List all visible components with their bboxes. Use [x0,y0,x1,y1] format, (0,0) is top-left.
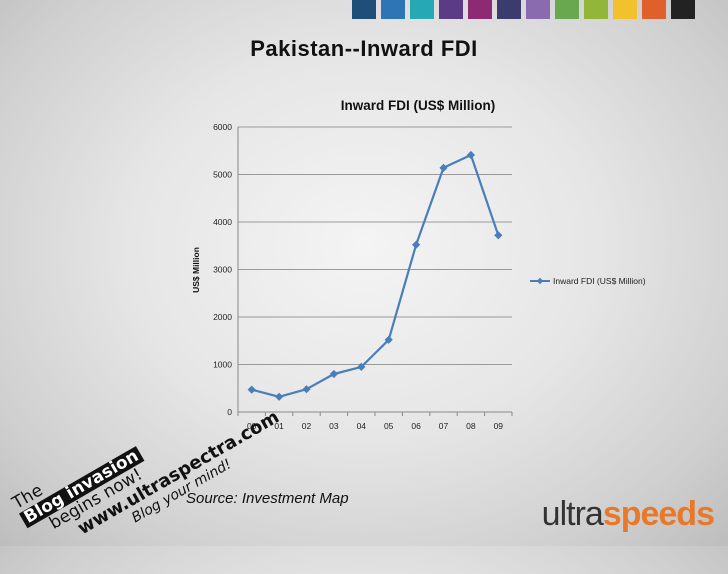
x-tick-label-01: 01 [274,421,284,431]
x-tick-label-07: 07 [439,421,449,431]
y-tick-label-1000: 1000 [213,360,232,370]
y-tick-label-2000: 2000 [213,312,232,322]
x-tick-label-08: 08 [466,421,476,431]
data-point-09 [494,231,503,240]
swatch-11 [671,0,695,19]
swatch-3 [439,0,463,19]
data-point-07 [439,163,448,172]
swatch-1 [381,0,405,19]
legend-marker-0 [536,277,544,285]
series-line-0 [251,153,500,398]
brand-logo-part-1: ultra [541,495,604,533]
swatch-0 [352,0,376,19]
x-tick-label-05: 05 [384,421,394,431]
swatch-4 [468,0,492,19]
y-tick-label-3000: 3000 [213,265,232,275]
y-tick-label-5000: 5000 [213,170,232,180]
fdi-line-chart: Inward FDI (US$ Million)0100020003000400… [191,98,646,431]
x-tick-label-09: 09 [494,421,504,431]
y-tick-label-4000: 4000 [213,217,232,227]
swatch-2 [410,0,434,19]
data-point-02 [302,385,311,394]
data-point-04 [357,362,366,371]
source-note: Source: Investment Map [186,490,349,507]
swatch-7 [555,0,579,19]
data-point-05 [384,335,393,344]
x-tick-label-03: 03 [329,421,339,431]
swatch-5 [497,0,521,19]
data-point-00 [247,385,256,394]
brand-logo: ultraspeeds [541,495,715,534]
data-point-03 [329,369,339,379]
y-axis-title: US$ Million [191,247,201,293]
y-tick-label-6000: 6000 [213,122,232,132]
x-tick-label-00: 00 [247,421,257,431]
chart-title: Inward FDI (US$ Million) [341,98,496,113]
data-point-06 [411,240,421,249]
swatch-6 [526,0,550,19]
swatch-9 [613,0,637,19]
y-tick-label-0: 0 [227,407,232,417]
slide-title: Pakistan--Inward FDI [250,36,478,61]
legend-label-0: Inward FDI (US$ Million) [553,276,646,286]
x-tick-label-06: 06 [411,421,421,431]
color-swatch-bar [352,0,695,19]
data-point-08 [466,150,476,160]
swatch-8 [584,0,608,19]
swatch-10 [642,0,666,19]
x-tick-label-04: 04 [357,421,367,431]
x-tick-label-02: 02 [302,421,312,431]
data-point-01 [274,392,284,401]
brand-logo-part-2: speeds [602,495,715,533]
